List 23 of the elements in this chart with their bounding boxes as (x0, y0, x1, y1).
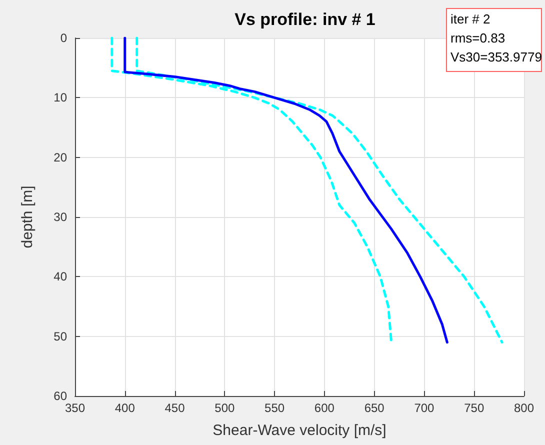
x-tick-label: 450 (164, 401, 186, 415)
y-tick-label: 60 (54, 389, 68, 403)
annotation: rms=0.83 (450, 30, 506, 46)
x-tick-label: 600 (314, 401, 335, 415)
y-tick-label: 30 (54, 210, 68, 224)
y-tick-label: 20 (54, 150, 68, 164)
x-tick-label: 500 (214, 401, 235, 415)
chart-title: Vs profile: inv # 1 (234, 10, 376, 29)
x-tick-label: 550 (264, 401, 285, 415)
line-series (124, 36, 448, 344)
y-tick-label: 10 (54, 90, 68, 105)
y-tick-label: 40 (54, 270, 68, 284)
x-tick-label: 400 (114, 401, 136, 415)
x-tick-label: 800 (514, 401, 534, 415)
x-tick-label: 350 (64, 401, 86, 415)
x-axis-title: Shear-Wave velocity [m/s] (212, 422, 386, 439)
y-tick-label: 50 (54, 329, 68, 344)
x-tick-label: 700 (414, 401, 435, 415)
x-tick-label: 650 (364, 401, 385, 415)
y-axis-title: depth [m] (19, 186, 36, 248)
text: iter # 2 (450, 12, 490, 26)
y-tick-label: 0 (60, 31, 68, 45)
x-tick-label: 750 (464, 401, 484, 415)
